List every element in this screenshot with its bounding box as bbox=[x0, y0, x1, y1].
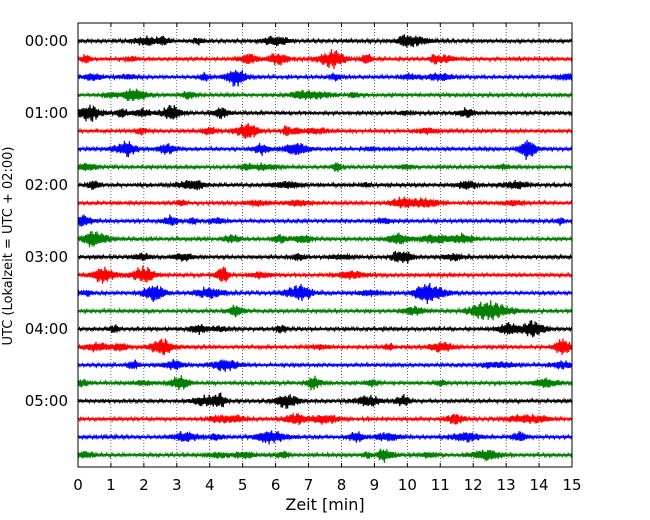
y-tick-label: 00:00 bbox=[25, 32, 68, 50]
x-tick-label: 2 bbox=[139, 476, 149, 494]
trace-0115 bbox=[77, 123, 573, 139]
trace-0130 bbox=[77, 139, 573, 161]
y-tick-label: 01:00 bbox=[25, 104, 68, 122]
trace-0400 bbox=[77, 320, 573, 338]
y-tick-label: 04:00 bbox=[25, 320, 68, 338]
x-tick-label: 6 bbox=[271, 476, 281, 494]
x-tick-label: 1 bbox=[106, 476, 116, 494]
trace-0415 bbox=[77, 338, 573, 356]
x-tick-label: 15 bbox=[562, 476, 581, 494]
grid-lines bbox=[110, 23, 540, 467]
x-axis-label: Zeit [min] bbox=[285, 495, 364, 514]
trace-0245 bbox=[77, 231, 573, 248]
trace-0100 bbox=[77, 104, 573, 122]
x-tick-label: 4 bbox=[205, 476, 215, 494]
x-tick-label: 10 bbox=[398, 476, 417, 494]
x-tick-label: 12 bbox=[464, 476, 483, 494]
trace-0200 bbox=[77, 179, 573, 191]
trace-0215 bbox=[77, 196, 573, 209]
x-tick-label: 13 bbox=[497, 476, 516, 494]
trace-0145 bbox=[77, 162, 573, 173]
trace-0345 bbox=[77, 300, 573, 321]
trace-0015 bbox=[77, 49, 573, 70]
x-tick-label: 11 bbox=[431, 476, 450, 494]
trace-0230 bbox=[77, 214, 573, 227]
y-axis-ticks: 00:00 01:00 02:00 03:00 04:00 05:00 bbox=[25, 32, 572, 410]
trace-0000 bbox=[77, 34, 573, 48]
trace-0300 bbox=[77, 251, 573, 264]
x-tick-label: 3 bbox=[172, 476, 182, 494]
x-tick-label: 5 bbox=[238, 476, 248, 494]
y-axis-label: UTC (Lokalzeit = UTC + 02:00) bbox=[1, 147, 16, 346]
x-tick-label: 14 bbox=[530, 476, 549, 494]
trace-0030 bbox=[77, 69, 573, 87]
trace-0315 bbox=[77, 265, 573, 284]
trace-0515 bbox=[77, 413, 573, 426]
x-tick-label: 9 bbox=[370, 476, 380, 494]
x-tick-label: 7 bbox=[304, 476, 314, 494]
trace-0045 bbox=[77, 88, 573, 102]
x-axis-ticks: 0 1 2 3 4 5 6 7 8 9 10 11 12 13 14 15 bbox=[73, 23, 582, 494]
plot-frame bbox=[77, 22, 573, 468]
trace-0545 bbox=[77, 448, 573, 463]
trace-group bbox=[77, 34, 573, 463]
x-tick-label: 8 bbox=[337, 476, 347, 494]
trace-0430 bbox=[77, 358, 573, 372]
trace-0500 bbox=[77, 392, 573, 409]
y-tick-label: 05:00 bbox=[25, 392, 68, 410]
trace-0530 bbox=[77, 430, 573, 445]
trace-0445 bbox=[77, 375, 573, 391]
x-tick-label: 0 bbox=[73, 476, 83, 494]
y-tick-label: 02:00 bbox=[25, 176, 68, 194]
y-tick-label: 03:00 bbox=[25, 248, 68, 266]
trace-0330 bbox=[77, 282, 573, 305]
